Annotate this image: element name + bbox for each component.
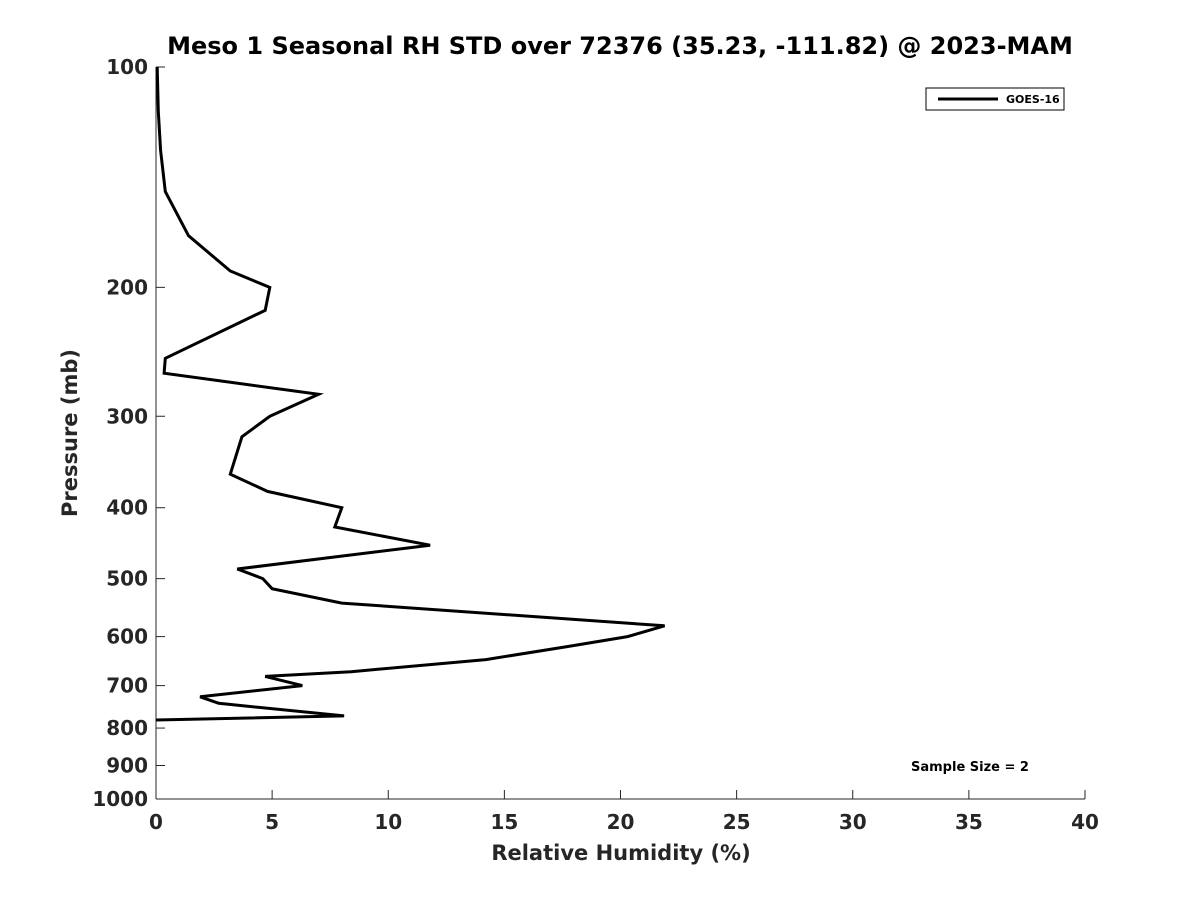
series-layer [155,66,666,722]
x-tick-label: 35 [955,810,983,834]
x-tick-label: 15 [490,810,518,834]
sample-size-annotation: Sample Size = 2 [911,760,1029,775]
y-tick-label: 100 [106,55,148,79]
axes: 0 5 10 15 20 25 30 35 40 100 200 300 400 500 600 700 800… [92,55,1099,834]
y-tick-label: 900 [106,754,148,778]
y-axis-label: Pressure (mb) [58,349,82,517]
x-tick-label: 25 [723,810,751,834]
legend-entry-label: GOES-16 [1006,93,1060,106]
y-tick-label: 700 [106,674,148,698]
legend: GOES-16 [925,87,1065,111]
y-tick-label: 500 [106,567,148,591]
x-axis-label: Relative Humidity (%) [491,841,750,865]
y-tick-label: 800 [106,716,148,740]
y-tick-label: 1000 [92,787,148,811]
series-line-goes-16 [155,66,666,722]
y-tick-label: 300 [106,404,148,428]
x-tick-label: 30 [839,810,867,834]
x-tick-label: 0 [149,810,163,834]
x-tick-label: 20 [607,810,635,834]
x-tick-label: 5 [265,810,279,834]
x-tick-label: 10 [374,810,402,834]
y-tick-label: 600 [106,625,148,649]
x-tick-label: 40 [1071,810,1099,834]
chart-title: Meso 1 Seasonal RH STD over 72376 (35.23… [167,32,1073,60]
y-tick-label: 400 [106,496,148,520]
y-tick-label: 200 [106,275,148,299]
